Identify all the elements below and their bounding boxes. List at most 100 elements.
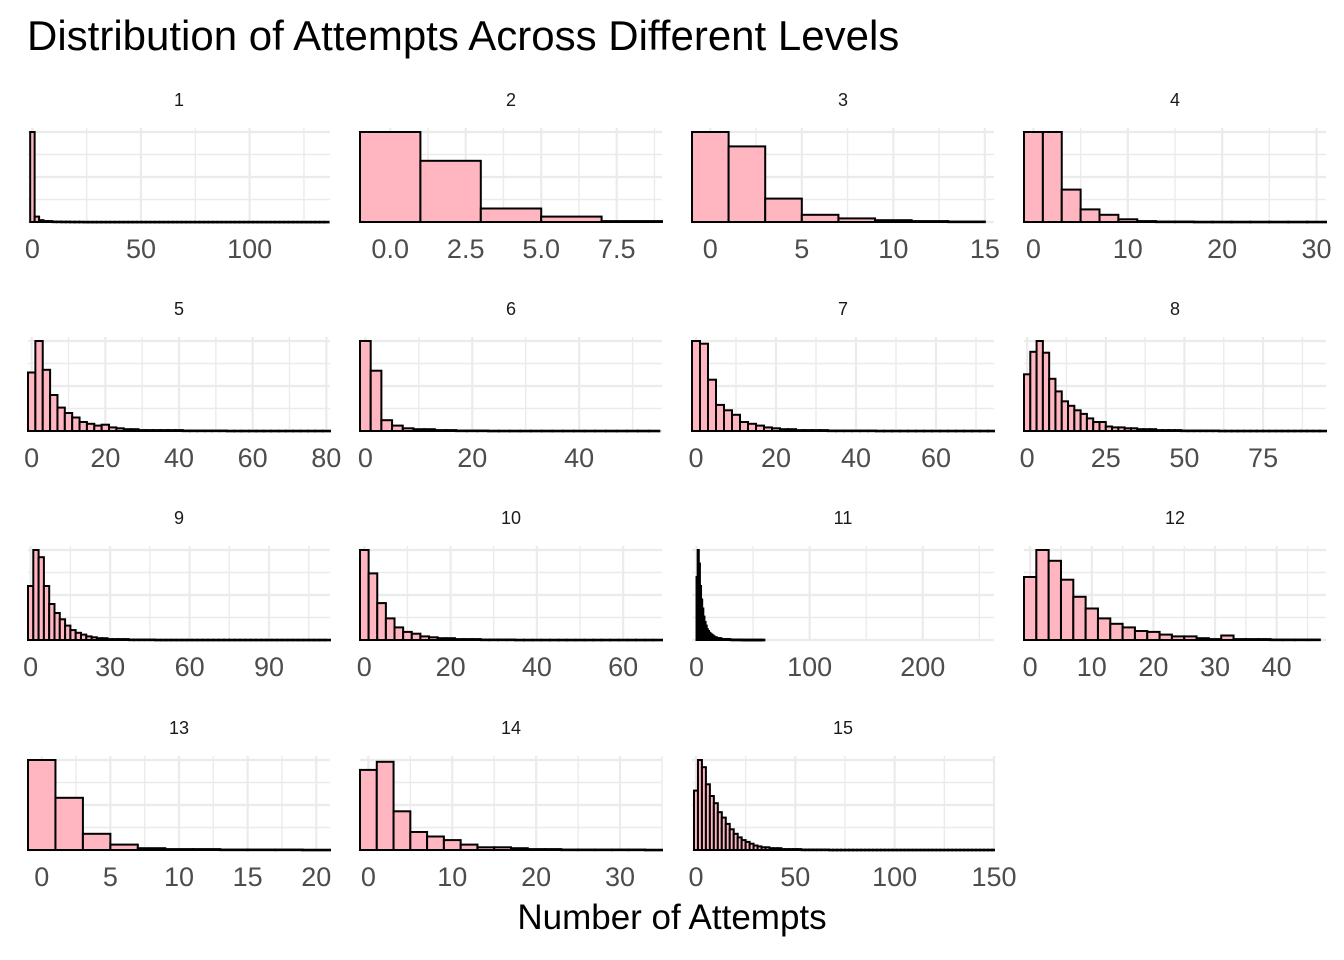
histogram-bar [444,429,458,433]
histogram-bar [1306,638,1321,642]
histogram-bar [34,340,44,432]
histogram-bar [426,835,445,851]
histogram-bar [488,638,500,642]
histogram-bar [71,416,81,432]
x-tick-label: 0 [357,652,372,682]
x-tick-label: 15 [970,234,1000,264]
x-tick-label: 5 [103,862,118,892]
histogram-bar [359,340,372,432]
histogram-bar [947,429,957,433]
histogram-bar [247,429,258,433]
histogram-bar [1306,220,1327,224]
histogram-bar [727,145,767,223]
histogram-bar [566,638,577,642]
histogram-bar [274,848,304,852]
x-tick-label: 0 [689,652,704,682]
histogram-bar [380,419,394,433]
x-tick-label: 30 [605,862,635,892]
histogram-bar [419,635,431,642]
histogram-bar [963,429,973,433]
histogram-bar [391,424,404,433]
x-tick-label: 60 [608,652,638,682]
histogram-bar [652,638,663,642]
x-tick-label: 0 [703,234,718,264]
histogram-bar [401,427,415,432]
x-tick-label: 30 [1200,652,1230,682]
histogram-bar [764,197,803,224]
histogram-bar [476,846,496,851]
histogram-bar [1084,607,1099,641]
x-tick-label: 0 [24,443,39,473]
histogram-bar [166,429,177,433]
histogram-bar [795,429,805,433]
histogram-bar [1041,131,1063,223]
x-tick-label: 10 [1113,234,1143,264]
histogram-bar [100,423,111,433]
histogram-bar [392,810,412,851]
facet-label: 15 [833,718,853,738]
histogram-bar [115,427,125,432]
histogram-bar [487,429,500,433]
x-tick-label: 0 [361,862,376,892]
histogram-bar [626,638,638,642]
histogram-bar [497,638,508,642]
x-tick-label: 40 [1262,652,1292,682]
x-tick-label: 50 [1169,443,1199,473]
histogram-bar [1146,630,1161,642]
histogram-bar [540,215,603,224]
histogram-bar [255,429,265,433]
facet-label: 12 [1165,508,1185,528]
facet-label: 3 [838,90,848,110]
histogram-bar [152,429,162,433]
x-tick-label: 90 [254,652,284,682]
histogram-bar [442,839,462,851]
histogram-bar [225,429,236,433]
histogram-bar [196,429,206,433]
histogram-bar [971,429,981,433]
histogram-bar [979,429,989,433]
x-axis-label: Number of Attempts [517,898,827,937]
histogram-bar [1059,578,1075,642]
histogram-bar [130,428,140,433]
histogram-bar [875,429,885,433]
histogram-bar [122,428,133,433]
histogram-bar [1207,638,1223,641]
histogram-bar [800,213,840,224]
histogram-bar [144,429,155,433]
histogram-bar [375,760,395,851]
histogram-bar [1109,622,1124,641]
histogram-bar [731,413,741,432]
facet-panel-14: 14 0 10 20 30 [359,718,664,892]
histogram-bar [1211,220,1233,224]
x-tick-label: 60 [921,443,951,473]
histogram-bar [1269,638,1284,642]
facet-panel-15: 150 50 100 150 [688,718,1016,892]
histogram-bar [1170,635,1186,642]
histogram-bar [1287,220,1309,224]
facet-panel-2: 2 0.0 2.5 5.0 7.5 [359,90,663,264]
x-tick-label: 10 [164,862,194,892]
histogram-bar [1072,595,1087,641]
x-tick-label: 20 [457,443,487,473]
histogram-bar [164,848,194,851]
histogram-bar [306,429,317,433]
histogram-bar [762,638,766,642]
histogram-bar [1096,617,1112,642]
histogram-bar [174,429,184,433]
histogram-bar [819,429,829,433]
histogram-bar [393,626,405,642]
histogram-bar [1249,220,1271,224]
histogram-bar [453,638,465,641]
x-tick-label: 10 [878,234,908,264]
x-tick-label: 0 [1026,234,1041,264]
x-tick-label: 20 [436,652,466,682]
facet-panel-5: 5 0 20 40 60 80 [24,299,341,473]
facet-label: 13 [169,718,189,738]
facet-panel-9: 90 30 60 90 [23,508,331,682]
histogram-bar [1155,220,1176,224]
histogram-bar [1023,131,1044,223]
histogram-bar [218,429,228,433]
histogram-bar [27,759,57,851]
histogram-bar [277,429,287,433]
histogram-bar [647,429,661,433]
